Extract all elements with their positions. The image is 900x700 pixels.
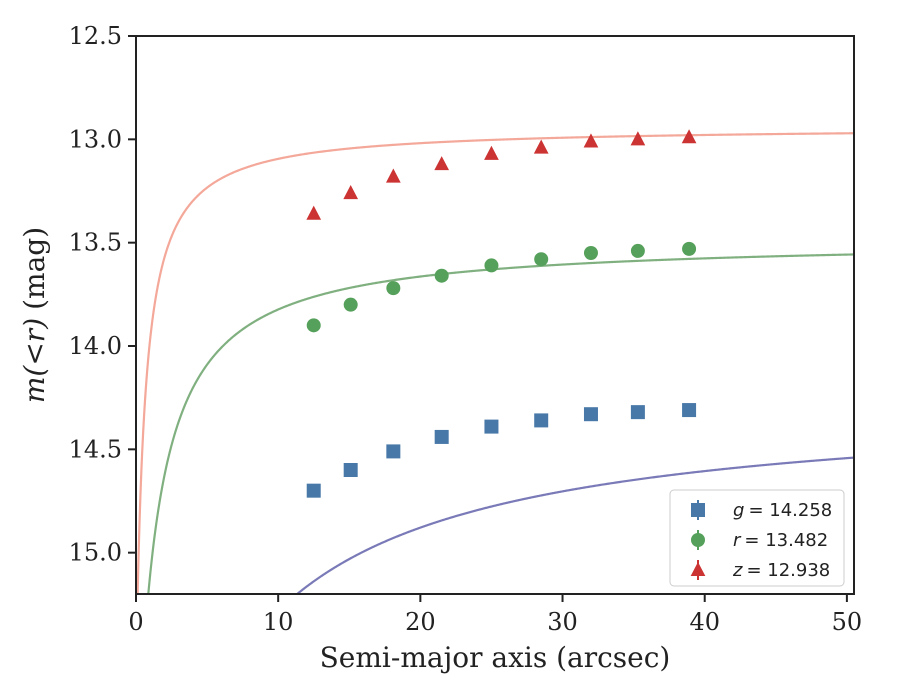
legend-label-z: z = 12.938 [732, 560, 830, 581]
x-tick-label: 0 [128, 608, 143, 636]
data-point-g [386, 444, 401, 459]
x-tick-label: 10 [263, 608, 294, 636]
y-tick-label: 15.0 [69, 539, 122, 567]
data-point-g [682, 403, 697, 418]
data-point-r [343, 297, 358, 312]
data-point-z [583, 133, 599, 148]
data-point-z [343, 185, 359, 200]
legend-label-value: = 14.258 [748, 500, 832, 521]
y-axis-title-unit: (mag) [18, 227, 51, 310]
legend-label-value: = 12.938 [746, 560, 830, 581]
data-point-r [306, 318, 321, 333]
data-point-r [583, 246, 598, 260]
x-tick-label: 30 [547, 608, 578, 636]
fit-curve-z [136, 132, 854, 594]
data-point-g [306, 483, 321, 498]
data-point-g [583, 407, 598, 422]
legend-label-r: r = 13.482 [733, 530, 828, 551]
y-tick-label: 14.0 [69, 332, 122, 360]
data-point-z [630, 131, 646, 146]
y-tick-label: 13.5 [69, 229, 122, 257]
data-point-z [306, 205, 322, 220]
data-point-g [434, 429, 449, 444]
data-point-r [534, 252, 549, 267]
plot-frame [135, 35, 855, 595]
data-point-r [630, 243, 645, 258]
data-point-r [386, 281, 401, 296]
data-point-g [534, 413, 549, 428]
fit-curve-g [295, 456, 854, 594]
data-point-g [630, 405, 645, 420]
data-point-z [385, 168, 401, 183]
y-tick-label: 12.5 [69, 22, 122, 50]
data-markers [306, 129, 697, 498]
y-tick-label: 13.0 [69, 125, 122, 153]
x-tick-label: 20 [405, 608, 436, 636]
y-axis-title: m(<r) (mag) [18, 227, 51, 403]
legend-marker-r [691, 533, 705, 547]
data-point-r [484, 258, 499, 273]
x-tick-label: 40 [689, 608, 720, 636]
legend-marker-g [691, 503, 705, 517]
data-point-r [682, 241, 697, 256]
legend-label-band: z [732, 560, 743, 581]
data-point-z [434, 156, 450, 171]
data-point-g [343, 463, 358, 477]
y-axis-title-math: m(<r) [18, 318, 51, 403]
legend-label-value: = 13.482 [744, 530, 828, 551]
y-axis-ticks: 12.5 13.0 13.5 14.0 14.5 15.0 [69, 22, 136, 567]
legend-label-band: r [733, 530, 742, 551]
legend-label-g: g = 14.258 [733, 500, 832, 521]
legend-marker-z [690, 561, 706, 577]
data-point-z [681, 129, 697, 144]
y-tick-label: 14.5 [69, 435, 122, 463]
x-axis-title: Semi-major axis (arcsec) [320, 641, 671, 674]
legend-box [669, 489, 845, 587]
x-tick-label: 50 [832, 608, 863, 636]
legend-label-band: g [733, 500, 744, 521]
data-point-z [484, 145, 499, 160]
data-point-g [484, 419, 499, 434]
x-axis-ticks: 0 10 20 30 40 50 [128, 594, 862, 636]
data-point-z [533, 139, 549, 154]
data-point-r [434, 268, 449, 283]
